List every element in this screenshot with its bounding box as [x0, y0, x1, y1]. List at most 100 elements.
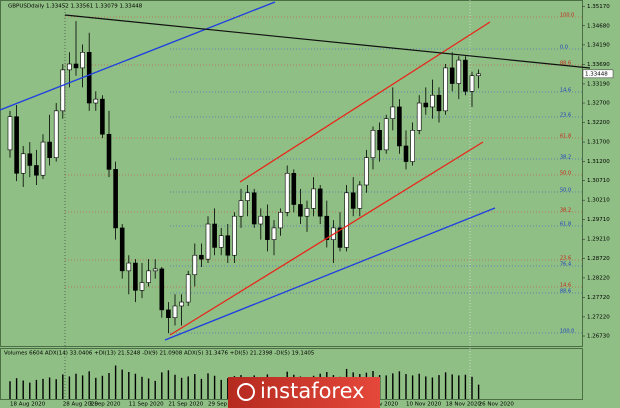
fib-label: 100.0	[560, 329, 574, 335]
current-price-label: 1.33448	[585, 71, 608, 77]
candle-body	[185, 274, 191, 303]
channel-line	[169, 141, 484, 336]
candle-body	[324, 215, 330, 240]
candle-body	[126, 262, 132, 272]
y-tick-label: 1.31200	[587, 159, 610, 165]
candle-body	[344, 192, 349, 248]
candle-body	[416, 102, 422, 131]
y-tick-label: 1.28720	[587, 256, 610, 262]
x-tick-label: 18 Aug 2020	[10, 402, 46, 408]
fib-label: 38.2	[560, 155, 571, 161]
y-tick-label: 1.29710	[587, 217, 610, 223]
current-price-box	[582, 69, 614, 79]
x-tick-label: 3 Sep 2020	[89, 402, 121, 408]
candle-body	[377, 130, 382, 151]
candles	[7, 21, 481, 334]
candle-body	[469, 75, 475, 92]
candle-body	[232, 215, 237, 256]
candle-body	[159, 268, 165, 311]
y-tick-label: 1.29210	[587, 237, 610, 243]
candle-body	[311, 188, 316, 209]
candle-body	[403, 145, 409, 162]
candle-body	[146, 270, 151, 283]
fib-label: 61.8	[560, 222, 571, 228]
logo-text: instaforex	[260, 379, 365, 403]
fib-label: 88.6	[560, 289, 571, 295]
candle-body	[27, 153, 33, 166]
candle-body	[60, 69, 66, 112]
x-tick-label: 10 Nov 2020	[406, 402, 442, 408]
candle-body	[337, 227, 343, 248]
price-panel	[0, 0, 583, 347]
candle-body	[350, 192, 356, 209]
candle-body	[271, 227, 277, 240]
x-tick-label: 26 Nov 2020	[479, 402, 515, 408]
candle-body	[390, 106, 396, 119]
candle-body	[106, 133, 112, 170]
fib-label: 38.2	[560, 208, 571, 214]
y-tick-label: 1.35170	[587, 4, 610, 10]
fib-label: 14.6	[560, 283, 571, 289]
candle-body	[113, 169, 118, 229]
trend-line	[0, 1, 276, 111]
candle-body	[238, 200, 244, 217]
fib-label: 50.0	[560, 171, 571, 177]
fib-label: 14.6	[560, 88, 571, 94]
trend-line	[164, 207, 496, 341]
candle-body	[192, 254, 198, 276]
y-tick-label: 1.27720	[587, 295, 610, 301]
fibonacci-levels: 100.0 88.6 61.8 50.0 38.2 23.6 14.6 0.0 14.6 23.6…	[65, 13, 582, 335]
candle-body	[218, 235, 224, 248]
candle-body	[410, 130, 415, 162]
y-tick-label: 1.27220	[587, 314, 610, 320]
candle-body	[476, 73, 481, 77]
candle-body	[93, 98, 99, 104]
candle-body	[456, 59, 462, 84]
candle-body	[443, 67, 448, 112]
candle-body	[278, 212, 283, 229]
candle-body	[40, 141, 46, 176]
candle-body	[383, 118, 389, 151]
x-tick-label: 18 Nov 2020	[446, 402, 482, 408]
candle-body	[80, 51, 85, 69]
resistance-line	[64, 14, 591, 69]
candle-body	[304, 208, 310, 217]
candle-body	[449, 67, 455, 84]
fib-label: 76.4	[560, 262, 571, 268]
candle-body	[212, 223, 217, 248]
y-tick-label: 1.33190	[587, 81, 610, 87]
fib-label: 23.6	[560, 113, 571, 119]
x-tick-label: 29 Sep 2020	[208, 402, 243, 408]
candle-body	[152, 268, 158, 272]
candle-body	[436, 94, 442, 112]
y-tick-label: 1.34680	[587, 23, 610, 29]
fib-label: 0.0	[560, 45, 568, 51]
candle-body	[53, 110, 59, 158]
fib-label: 50.0	[560, 188, 571, 194]
x-tick-label: 28 Aug 2020	[63, 402, 99, 408]
candle-body	[199, 254, 204, 260]
candle-body	[463, 59, 468, 92]
y-tick-label: 1.32200	[587, 120, 610, 126]
volume-header: Volumes 6604 ADX(14) 33.0406 +DI(13) 21.…	[4, 351, 315, 357]
candle-body	[284, 172, 290, 213]
candle-body	[317, 188, 323, 217]
y-tick-label: 1.28220	[587, 275, 610, 281]
candle-body	[172, 305, 178, 318]
candle-body	[73, 63, 79, 69]
candle-body	[67, 63, 72, 71]
candle-body	[100, 98, 105, 135]
candle-body	[139, 282, 145, 291]
y-tick-label: 1.31700	[587, 140, 610, 146]
fib-label: 23.6	[560, 256, 571, 262]
candle-body	[133, 262, 138, 291]
candle-body	[86, 51, 92, 104]
candle-body	[357, 184, 363, 209]
y-tick-label: 1.33690	[587, 62, 610, 68]
candle-body	[430, 94, 435, 108]
logo: instaforex	[228, 377, 380, 408]
channel-line	[239, 21, 491, 183]
fib-label: 100.0	[560, 13, 574, 19]
x-tick-label: 2 Nov 2020	[366, 402, 398, 408]
